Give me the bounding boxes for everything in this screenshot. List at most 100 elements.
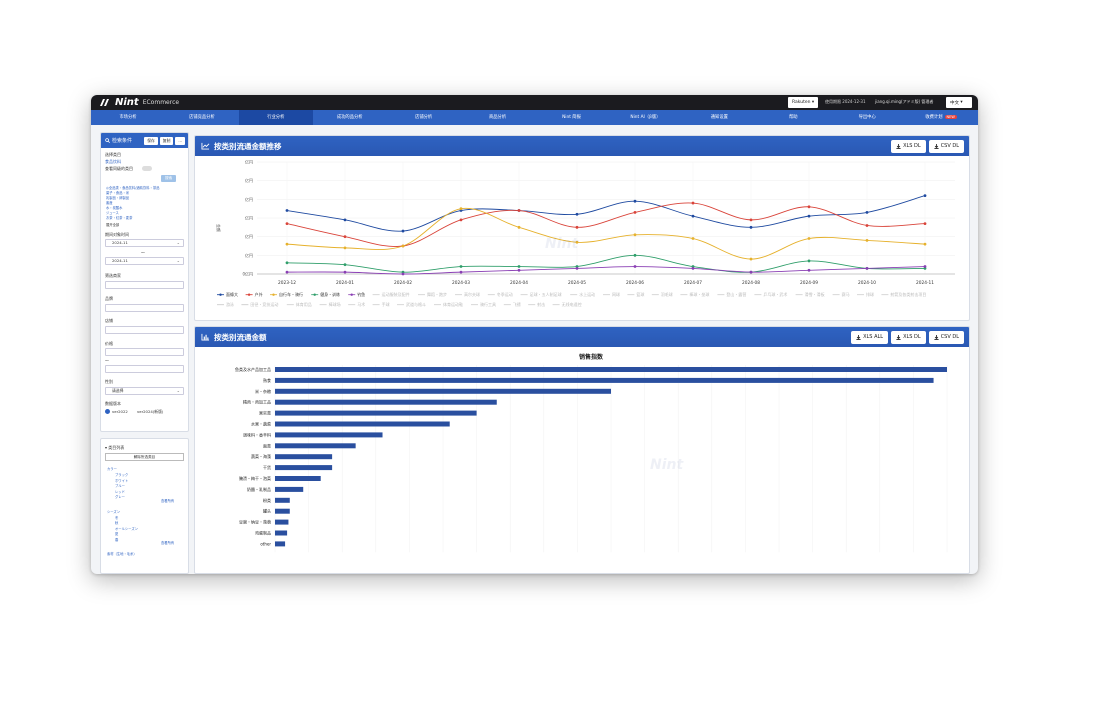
legend-item-hidden[interactable]: 射击 [537,301,545,307]
period-from-select[interactable]: 2024-11 ⌄ [105,239,184,247]
data-point[interactable] [285,242,289,246]
copy-conditions-button[interactable]: 复制 [159,136,174,145]
legend-item-hidden[interactable]: 运动服装及配件 [382,291,410,297]
data-point[interactable] [575,240,579,244]
data-point[interactable] [749,225,753,229]
data-point[interactable] [749,218,753,222]
legend-item-hidden[interactable]: 羽毛球 [661,291,673,297]
category-option[interactable]: ブルー [115,484,125,488]
data-point[interactable] [807,268,811,272]
data-point[interactable] [749,270,753,274]
tree-expand-link[interactable]: 展开全部 [106,223,120,227]
gender-select[interactable]: 请选择 ⌄ [105,387,184,395]
data-point[interactable] [749,257,753,261]
bar[interactable] [275,476,321,481]
data-point[interactable] [401,244,405,248]
bar[interactable] [275,377,934,383]
tree-item[interactable]: 畜産 [106,201,113,205]
legend-item-hidden[interactable]: 体育运动鞋 [443,301,463,307]
same-level-toggle[interactable] [142,166,152,171]
more-options-button[interactable]: ... [175,136,185,145]
bar-xls-download-button[interactable]: XLS DL [891,330,926,344]
data-point[interactable] [865,211,869,214]
data-point[interactable] [807,259,811,263]
clear-categories-button[interactable]: 解除所选类目 [105,453,184,461]
bar[interactable] [275,443,356,449]
bar[interactable] [275,367,947,372]
category-group-header[interactable]: シーズン [107,509,121,514]
tree-item[interactable]: 菓子・食品・米 [106,191,130,195]
data-point[interactable] [517,225,521,229]
data-point[interactable] [923,194,927,197]
data-point[interactable] [343,235,347,239]
legend-item-hidden[interactable]: 高尔夫球 [464,291,480,297]
data-point[interactable] [691,237,695,240]
data-point[interactable] [633,199,637,203]
legend-item-hidden[interactable]: 游泳 [226,301,234,307]
bar[interactable] [275,399,497,405]
data-point[interactable] [459,265,463,268]
bar[interactable] [275,497,290,503]
nint-logo[interactable]: Nint ECommerce [99,96,179,109]
category-value[interactable]: 食品饮料 [105,159,121,164]
data-point[interactable] [865,267,869,270]
bar[interactable] [275,519,289,525]
legend-item-hidden[interactable]: 棒球・垒球 [689,291,709,297]
category-group-header[interactable]: 素材（生地・毛糸） [107,552,137,556]
bar[interactable] [275,454,333,460]
shop-filter-input[interactable] [105,281,184,289]
data-point[interactable] [633,211,637,214]
bar[interactable] [275,465,333,471]
category-option[interactable]: 夏 [115,532,119,536]
legend-item[interactable]: 户外 [255,291,263,297]
category-option[interactable]: グレー [115,495,125,499]
data-point[interactable] [517,209,521,212]
legend-item-hidden[interactable]: 武道与格斗 [406,301,426,307]
bar[interactable] [275,486,304,492]
data-point[interactable] [517,265,521,268]
data-point[interactable] [401,229,405,233]
bar[interactable] [275,508,290,514]
data-point[interactable] [285,209,289,212]
data-point[interactable] [923,242,927,246]
legend-item[interactable]: 自行车・骑行 [279,291,303,297]
tree-item[interactable]: ジュース [106,211,119,215]
category-option[interactable]: ブラック [115,473,129,477]
data-point[interactable] [575,212,579,216]
data-point[interactable] [459,270,463,274]
bar-xls-all-button[interactable]: XLS ALL [851,330,889,344]
category-option[interactable]: レッド [115,489,125,494]
tree-item[interactable]: 乳製品・卵製品 [106,196,130,200]
tree-item[interactable]: 水・炭酸水 [106,206,123,210]
store-input[interactable] [105,326,184,334]
bar[interactable] [275,530,288,536]
category-option[interactable]: オールシーズン [115,526,138,531]
data-point[interactable] [459,207,463,211]
data-point[interactable] [285,270,289,274]
data-point[interactable] [459,218,463,222]
legend-item-hidden[interactable]: 射箭及各类射击项目 [890,291,926,297]
bar[interactable] [275,432,383,438]
legend-item-hidden[interactable]: 棒球场 [329,301,341,307]
nav-item-3[interactable]: 成功的品分析 [313,110,387,125]
data-point[interactable] [343,263,347,267]
legend-item-hidden[interactable]: 马术 [357,301,365,307]
bar[interactable] [275,541,286,547]
data-point[interactable] [517,268,521,272]
data-point[interactable] [343,270,347,274]
legend-item-hidden[interactable]: 骑行工具 [480,301,496,307]
data-point[interactable] [807,214,811,218]
data-point[interactable] [633,233,637,237]
data-point[interactable] [923,265,927,268]
data-point[interactable] [343,218,347,222]
data-point[interactable] [343,246,347,250]
language-select[interactable]: 中文 ▾ [946,97,972,108]
legend-item-hidden[interactable]: 足球・五人制足球 [530,291,562,297]
nav-item-5[interactable]: 商品分析 [461,110,535,125]
data-point[interactable] [865,239,869,242]
legend-item[interactable]: 钓鱼 [357,291,365,297]
bar[interactable] [275,421,450,427]
legend-item-hidden[interactable]: 体育用品 [296,301,312,307]
nav-item-7[interactable]: Nint AI（β版） [608,110,682,125]
nav-item-10[interactable]: 导出中心 [830,110,904,125]
